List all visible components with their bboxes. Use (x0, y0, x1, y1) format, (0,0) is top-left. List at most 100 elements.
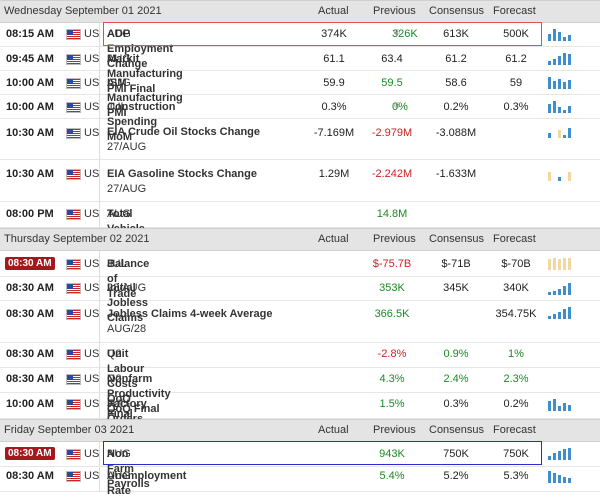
us-flag-icon (66, 259, 81, 270)
event-name-link[interactable]: EIA Gasoline Stocks Change 27/AUG (107, 168, 257, 195)
mini-chart-icon[interactable] (548, 52, 574, 65)
event-consensus: 0.2% (443, 101, 469, 113)
event-country: US (84, 28, 100, 40)
us-flag-icon (66, 102, 81, 113)
event-consensus: -3.088M (435, 127, 477, 139)
event-actual: -7.169M (313, 127, 355, 139)
event-country: US (84, 168, 100, 180)
event-time: 08:30 AM (6, 470, 54, 482)
col-actual: Actual (318, 233, 349, 245)
event-previous: 63.4 (381, 53, 403, 65)
mini-chart-icon[interactable] (548, 168, 574, 181)
event-previous: $-75.7B (372, 258, 412, 270)
us-flag-icon (66, 349, 81, 360)
event-row[interactable]: 08:30 AM US Initial Jobless Claims 28/AU… (0, 277, 600, 324)
event-consensus: 345K (443, 282, 469, 294)
event-time: 10:00 AM (6, 77, 54, 89)
day-header: Thursday September 02 2021 Actual Previo… (0, 228, 600, 251)
mini-chart-icon[interactable] (548, 28, 574, 41)
us-flag-icon (66, 128, 81, 139)
mini-chart-icon[interactable] (548, 306, 574, 319)
mini-chart-icon[interactable] (548, 257, 574, 270)
event-consensus: 58.6 (445, 77, 467, 89)
us-flag-icon (66, 169, 81, 180)
event-row[interactable]: 10:30 AM US EIA Crude Oil Stocks Change 2… (0, 119, 600, 160)
col-consensus: Consensus (429, 5, 485, 17)
event-consensus: 750K (443, 448, 469, 460)
event-forecast: 0.2% (503, 398, 529, 410)
event-forecast: 0.3% (503, 101, 529, 113)
event-row[interactable]: 08:00 PM US Total Vehicle Sales AUG 14.8… (0, 202, 600, 250)
highlight-box-adp (103, 22, 542, 46)
mini-chart-icon[interactable] (548, 76, 574, 89)
event-country: US (84, 77, 100, 89)
event-time: 09:45 AM (6, 53, 54, 65)
col-previous: Previous (373, 424, 416, 436)
us-flag-icon (66, 78, 81, 89)
col-forecast: Forecast (493, 5, 536, 17)
event-row[interactable]: 08:30 AM US Jobless Claims 4-week Averag… (0, 301, 600, 343)
event-country: US (84, 398, 100, 410)
event-name-link[interactable]: Jobless Claims 4-week Average AUG/28 (107, 308, 273, 335)
event-country: US (84, 101, 100, 113)
event-consensus: 0.3% (443, 398, 469, 410)
us-flag-icon (66, 449, 81, 460)
event-row[interactable]: 10:00 AM US ISM Manufacturing PMI AUG 59… (0, 71, 600, 119)
mini-chart-icon[interactable] (548, 125, 574, 138)
event-time: 10:30 AM (6, 168, 54, 180)
event-row[interactable]: 10:30 AM US EIA Gasoline Stocks Change 27… (0, 160, 600, 202)
us-flag-icon (66, 309, 81, 320)
event-previous: 4.3% (379, 373, 405, 385)
event-row[interactable]: 09:45 AM US Markit Manufacturing PMI Fin… (0, 47, 600, 95)
event-actual: 61.1 (323, 53, 345, 65)
event-previous: 14.8M (376, 208, 408, 220)
event-country: US (84, 448, 100, 460)
event-time: 08:00 PM (6, 208, 54, 220)
event-previous: -2.979M (371, 127, 413, 139)
event-row[interactable]: 08:30 AM US Nonfarm Productivity QoQ Fin… (0, 368, 600, 415)
event-time: 08:30 AM (6, 282, 54, 294)
mini-chart-icon[interactable] (548, 470, 574, 483)
event-forecast: 59 (509, 77, 523, 89)
event-forecast: 1% (508, 348, 524, 360)
event-time: 08:30 AM (5, 257, 55, 270)
event-row[interactable]: 08:15 AM US ADP Employment Change AUG 37… (0, 22, 600, 70)
mini-chart-icon[interactable] (548, 447, 574, 460)
event-previous: 366.5K (374, 308, 410, 320)
event-row[interactable]: 10:00 AM US Construction Spending MoM JU… (0, 95, 600, 143)
mini-chart-icon[interactable] (548, 282, 574, 295)
us-flag-icon (66, 399, 81, 410)
event-consensus: 613K (443, 28, 469, 40)
event-time: 10:00 AM (6, 101, 54, 113)
event-forecast: 354.75K (495, 308, 537, 320)
us-flag-icon (66, 29, 81, 40)
event-actual: 59.9 (323, 77, 345, 89)
event-previous: -2.8% (377, 348, 407, 360)
event-previous: 1.5% (379, 398, 405, 410)
mini-chart-icon[interactable] (548, 398, 574, 411)
event-country: US (84, 258, 100, 270)
col-previous: Previous (373, 233, 416, 245)
day-header: Wednesday September 01 2021 Actual Previ… (0, 0, 600, 23)
event-time: 08:30 AM (6, 308, 54, 320)
event-forecast: 750K (503, 448, 529, 460)
event-country: US (84, 127, 100, 139)
event-previous: -2.242M (371, 168, 413, 180)
col-consensus: Consensus (429, 424, 485, 436)
mini-chart-icon[interactable] (548, 100, 574, 113)
event-forecast: 61.2 (505, 53, 527, 65)
event-row[interactable]: 08:30 AM US Unemployment Rate AUG 5.4% 5… (0, 467, 600, 497)
event-consensus: 5.2% (443, 470, 469, 482)
event-actual: 0.3% (321, 101, 347, 113)
event-row[interactable]: 08:30 AM US Balance of Trade JUL $-75.7B… (0, 251, 600, 300)
event-forecast: 500K (503, 28, 529, 40)
event-row[interactable]: 08:30 AM US Unit Labour Costs QoQ Final … (0, 343, 600, 420)
event-row[interactable]: 10:00 AM US Factory Orders MoM JUL 1.5% … (0, 393, 600, 440)
us-flag-icon (66, 54, 81, 65)
event-previous: 59.5 (381, 77, 403, 89)
event-name-link[interactable]: EIA Crude Oil Stocks Change 27/AUG (107, 126, 261, 153)
event-previous: 5.4% (379, 470, 405, 482)
col-forecast: Forecast (493, 424, 536, 436)
col-actual: Actual (318, 424, 349, 436)
us-flag-icon (66, 471, 81, 482)
